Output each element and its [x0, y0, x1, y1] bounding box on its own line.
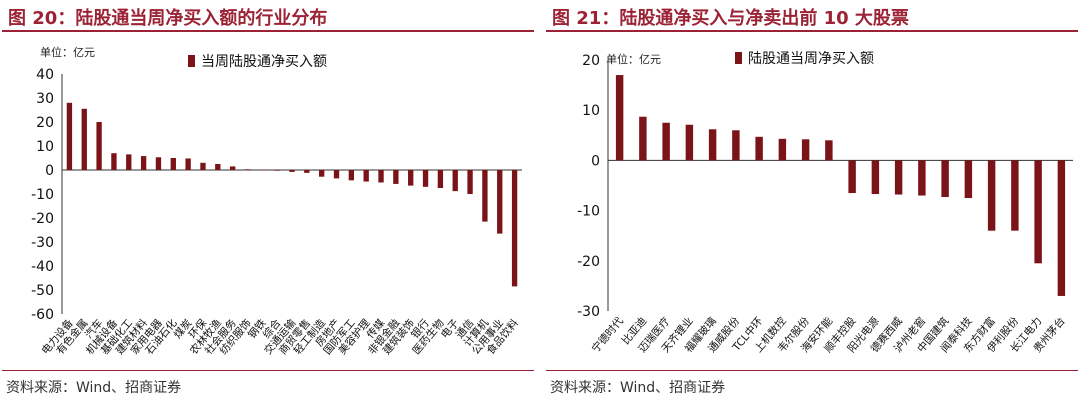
y-tick-label: -30 [577, 304, 600, 320]
bar [393, 170, 399, 184]
bar [111, 153, 117, 170]
y-tick-label: 30 [36, 91, 54, 107]
bar [229, 166, 236, 170]
y-tick-label: -10 [31, 187, 54, 203]
source-note: 资料来源：Wind、招商证券 [550, 380, 726, 396]
bar [987, 160, 996, 231]
bar [437, 170, 444, 188]
bar [319, 170, 325, 177]
bar [126, 154, 132, 170]
bar [871, 160, 880, 195]
legend-swatch [735, 52, 742, 64]
bar [200, 162, 206, 170]
y-tick-label: -40 [31, 259, 54, 275]
bar [155, 157, 162, 170]
figure-title: 图 20：陆股通当周净买入额的行业分布 [8, 8, 328, 29]
x-tick-label: 宁德时代 [589, 314, 626, 355]
bar [778, 138, 787, 161]
y-tick-label: 20 [36, 115, 54, 131]
bar-chart-stocks: 单位：亿元 陆股通当周净买入额20100-10-20-30宁德时代比亚迪迈瑞医疗天… [577, 51, 1073, 355]
bar [482, 170, 488, 222]
source-bar: 资料来源：Wind、招商证券 [2, 370, 534, 403]
bar [639, 116, 647, 161]
bar [848, 160, 856, 194]
bar [215, 164, 221, 170]
source-bar: 资料来源：Wind、招商证券 [546, 370, 1078, 403]
bar [348, 170, 355, 181]
legend-label: 陆股通当周净买入额 [748, 51, 874, 67]
bar [497, 170, 503, 234]
bar [304, 170, 310, 173]
bar [615, 75, 624, 161]
chart-panel-stocks: 图 21：陆股通净买入与净卖出前 10 大股票 单位：亿元 陆股通当周净买入额 20… [546, 0, 1078, 402]
bar [511, 170, 518, 287]
bar [755, 136, 763, 161]
bar [363, 170, 369, 182]
bar [708, 129, 717, 161]
y-tick-label: -20 [577, 254, 600, 270]
title-bar: 图 20：陆股通当周净买入额的行业分布 [2, 0, 534, 32]
bar [1011, 160, 1019, 231]
bar [274, 170, 280, 171]
bar [185, 158, 191, 170]
title-bar: 图 21：陆股通净买入与净卖出前 10 大股票 [546, 0, 1078, 32]
legend-swatch [188, 55, 195, 67]
bar [81, 108, 87, 170]
bar [918, 160, 926, 196]
y-tick-label: -30 [31, 235, 54, 251]
y-tick-label: 40 [36, 67, 54, 83]
chart-panel-industry: 图 20：陆股通当周净买入额的行业分布 单位：亿元当周陆股通净买入额 40 30 20… [2, 0, 534, 402]
y-tick-label: 0 [45, 163, 54, 179]
bar [378, 170, 384, 183]
bar [289, 170, 295, 172]
bar [801, 139, 810, 161]
bar [452, 170, 458, 192]
y-tick-label: 0 [591, 153, 600, 169]
y-tick-label: 20 [582, 53, 600, 69]
bar [408, 170, 414, 186]
source-note: 资料来源：Wind、招商证券 [6, 380, 182, 396]
bar [894, 160, 903, 195]
bar [244, 169, 251, 170]
bar [732, 130, 740, 161]
y-tick-label: -60 [31, 307, 54, 323]
bar [259, 169, 265, 171]
bar [333, 170, 340, 179]
bar [66, 102, 73, 170]
bar [96, 122, 102, 170]
bar [941, 160, 949, 198]
y-tick-label: -10 [577, 204, 600, 220]
bar [662, 122, 670, 161]
bar [170, 158, 176, 170]
bar [685, 124, 694, 161]
bar [825, 140, 833, 161]
unit-label: 单位：亿元 [606, 52, 661, 66]
y-tick-label: 10 [36, 139, 54, 155]
y-tick-label: -50 [31, 283, 54, 299]
y-tick-label: 10 [582, 103, 600, 119]
bar [964, 160, 973, 199]
bar [1034, 160, 1042, 264]
bar [1057, 160, 1066, 296]
unit-label: 单位：亿元 [40, 45, 95, 59]
bar [140, 156, 147, 170]
figure-title: 图 21：陆股通净买入与净卖出前 10 大股票 [552, 8, 909, 29]
bar [422, 170, 429, 187]
legend-label: 当周陆股通净买入额 [201, 54, 327, 70]
bar [467, 170, 473, 194]
y-tick-label: -20 [31, 211, 54, 227]
